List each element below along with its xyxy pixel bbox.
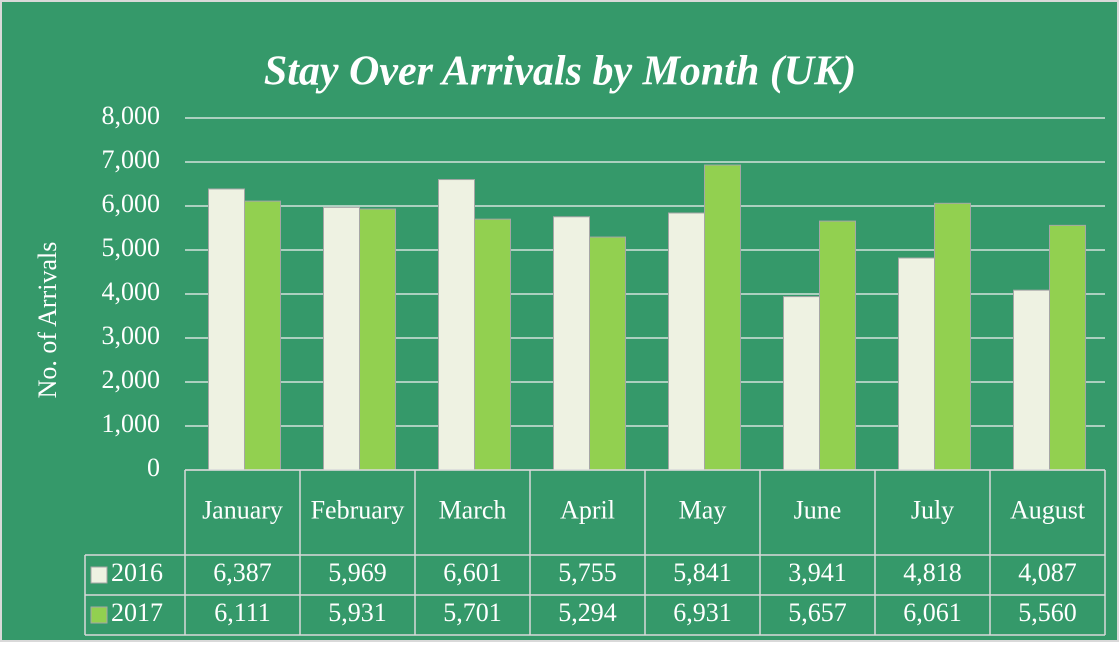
data-table-value: 4,087 xyxy=(1018,558,1077,587)
x-tick-label: June xyxy=(794,495,842,524)
bar xyxy=(553,216,590,471)
data-table-value: 5,701 xyxy=(443,598,502,627)
y-tick-label: 3,000 xyxy=(102,321,161,350)
y-tick-label: 8,000 xyxy=(102,101,161,130)
y-tick-label: 5,000 xyxy=(102,233,161,262)
bar xyxy=(244,200,281,471)
x-tick-label: April xyxy=(560,495,615,524)
legend-label: 2016 xyxy=(111,558,163,587)
data-table-value: 6,601 xyxy=(443,558,502,587)
data-table-value: 5,657 xyxy=(788,598,847,627)
y-tick-label: 7,000 xyxy=(102,145,161,174)
data-table-value: 5,560 xyxy=(1018,598,1077,627)
x-tick-label: August xyxy=(1010,495,1086,524)
data-table-value: 6,111 xyxy=(214,598,271,627)
bar xyxy=(589,236,626,471)
data-table-value: 5,841 xyxy=(673,558,732,587)
x-tick-label: February xyxy=(311,495,405,524)
bar xyxy=(898,257,935,471)
y-tick-label: 0 xyxy=(147,453,160,482)
x-tick-label: March xyxy=(439,495,507,524)
y-tick-label: 4,000 xyxy=(102,277,161,306)
bar xyxy=(704,164,741,471)
data-table-value: 5,755 xyxy=(558,558,617,587)
data-table-value: 6,061 xyxy=(903,598,962,627)
bar xyxy=(934,202,971,471)
data-table-value: 4,818 xyxy=(903,558,962,587)
legend-swatch xyxy=(90,606,108,624)
x-tick-label: January xyxy=(202,495,283,524)
data-table-value: 6,387 xyxy=(213,558,272,587)
bar xyxy=(474,218,511,471)
bar xyxy=(438,179,475,471)
y-axis-label: No. of Arrivals xyxy=(33,242,62,399)
y-tick-label: 2,000 xyxy=(102,365,161,394)
data-table-value: 5,969 xyxy=(328,558,387,587)
bar xyxy=(819,220,856,471)
data-table-value: 5,294 xyxy=(558,598,617,627)
bar xyxy=(1013,289,1050,471)
bar xyxy=(1049,224,1086,471)
y-tick-label: 1,000 xyxy=(102,409,161,438)
data-table-value: 3,941 xyxy=(788,558,847,587)
bar xyxy=(208,188,245,471)
bar xyxy=(323,206,360,471)
legend-label: 2017 xyxy=(111,598,163,627)
chart-title: Stay Over Arrivals by Month (UK) xyxy=(264,49,856,95)
legend-swatch xyxy=(90,566,108,584)
data-table-value: 5,931 xyxy=(328,598,387,627)
bar xyxy=(668,212,705,471)
bar xyxy=(783,296,820,471)
x-tick-label: May xyxy=(679,495,727,524)
y-tick-label: 6,000 xyxy=(102,189,161,218)
bar xyxy=(359,208,396,471)
data-table-value: 6,931 xyxy=(673,598,732,627)
x-tick-label: July xyxy=(911,495,954,524)
